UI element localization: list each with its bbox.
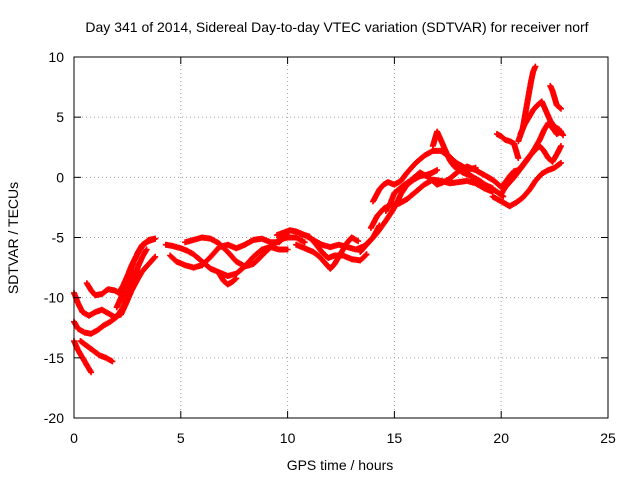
y-tick-label: 5: [56, 109, 64, 125]
series-track-23: [498, 120, 563, 198]
y-tick-label: -15: [44, 350, 64, 366]
x-tick-label: 20: [493, 430, 509, 446]
x-tick-label: 0: [70, 430, 78, 446]
data-point: [532, 63, 539, 70]
x-axis-label: GPS time / hours: [287, 457, 394, 473]
data-points: [71, 63, 567, 376]
grid: [74, 57, 608, 418]
data-point: [362, 252, 369, 259]
data-point: [472, 164, 479, 171]
series-track-10: [182, 234, 307, 270]
x-tick-label: 10: [280, 430, 296, 446]
y-tick-label: 10: [48, 49, 64, 65]
series-track-14: [297, 230, 369, 264]
data-point: [109, 358, 116, 365]
data-point: [560, 132, 567, 139]
series-track-2: [71, 269, 139, 337]
x-tick-label: 5: [177, 430, 185, 446]
data-point: [284, 246, 291, 253]
chart-title: Day 341 of 2014, Sidereal Day-to-day VTE…: [85, 19, 588, 35]
data-point: [88, 369, 95, 376]
x-tick-label: 25: [600, 430, 616, 446]
data-point: [232, 276, 239, 283]
data-point: [558, 105, 564, 112]
y-axis-label: SDTVAR / TECUs: [5, 182, 21, 294]
series-track-4: [77, 338, 115, 364]
y-tick-label: -10: [44, 290, 64, 306]
data-point: [132, 268, 139, 275]
x-tick-label: 15: [387, 430, 403, 446]
data-point: [143, 246, 150, 253]
series-track-11: [216, 270, 239, 288]
series-track-7: [120, 254, 158, 313]
y-tick-label: 0: [56, 169, 64, 185]
series-track-19: [429, 128, 506, 199]
data-point: [355, 238, 362, 245]
series-track-20: [438, 147, 478, 172]
data-point: [151, 254, 158, 261]
y-tick-label: -20: [44, 410, 64, 426]
data-point: [233, 275, 240, 282]
data-point: [515, 155, 522, 162]
data-point: [434, 167, 441, 174]
y-tick-label: -5: [52, 230, 65, 246]
data-point: [301, 239, 308, 246]
axis-ticks: 0 5 10 15 20 25 -20 -15 -10 -5 0 5 10: [44, 49, 616, 446]
data-point: [363, 251, 370, 258]
data-point: [558, 159, 564, 166]
series-track-26: [517, 98, 566, 137]
data-point: [152, 253, 159, 260]
data-point: [152, 235, 159, 242]
data-point: [556, 104, 563, 111]
data-point: [558, 143, 564, 149]
